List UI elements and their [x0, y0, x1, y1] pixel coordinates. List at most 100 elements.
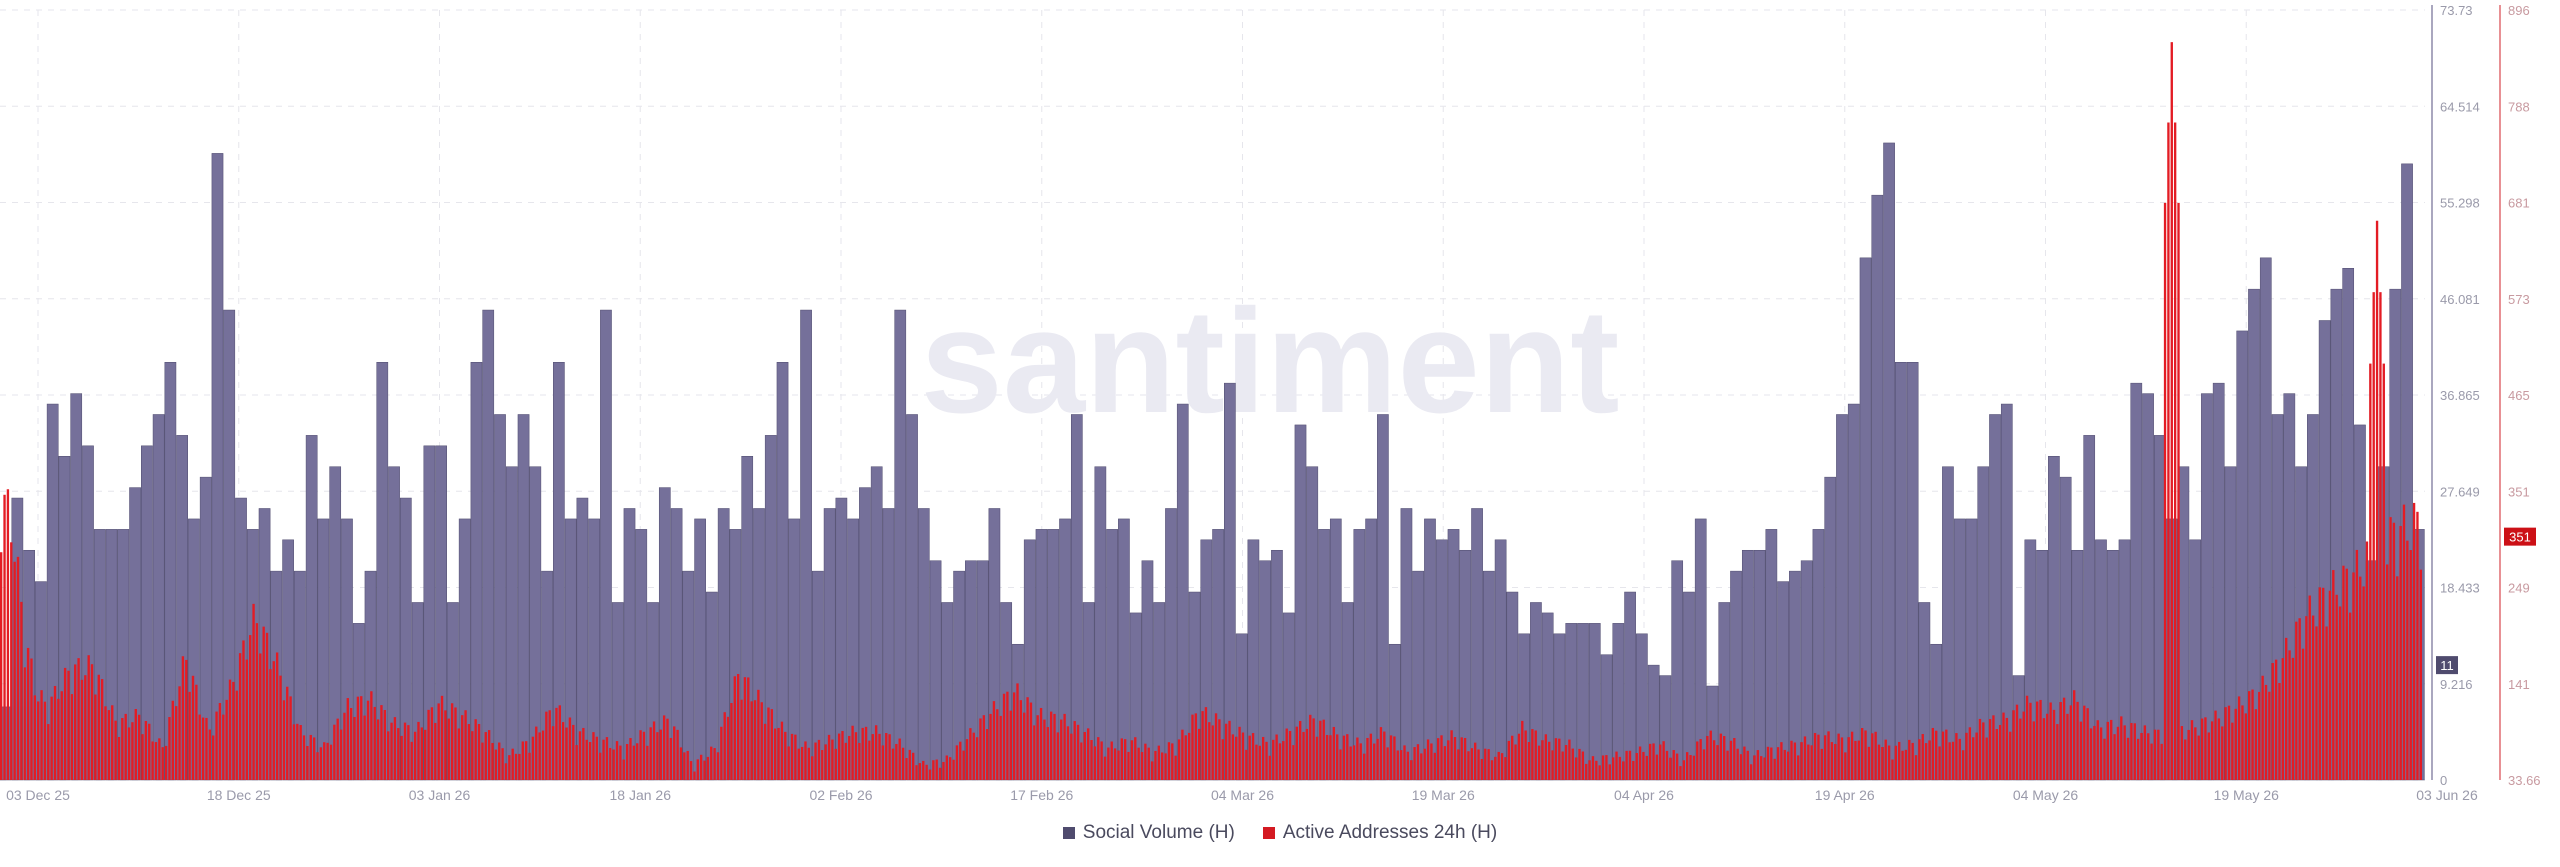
active-addresses-bar — [1161, 752, 1164, 780]
active-addresses-bar — [1218, 719, 1221, 780]
social-volume-bar — [2248, 288, 2260, 781]
active-addresses-bar — [609, 747, 612, 780]
active-addresses-bar — [2126, 737, 2130, 780]
active-addresses-bar — [774, 728, 777, 780]
active-addresses-bar — [1817, 734, 1820, 780]
social-volume-bar — [1118, 518, 1130, 781]
active-addresses-bar — [777, 727, 780, 780]
social-volume-bar — [941, 602, 954, 781]
active-addresses-bar — [1399, 750, 1403, 780]
active-addresses-bar — [2412, 502, 2416, 780]
x-tick-label: 18 Jan 26 — [610, 787, 672, 803]
active-addresses-bar — [1457, 749, 1460, 780]
active-addresses-bar — [831, 739, 834, 780]
social-volume-bar — [1895, 362, 1907, 781]
active-addresses-bar — [242, 640, 245, 780]
active-addresses-bar — [861, 727, 864, 780]
active-addresses-bar — [2359, 576, 2362, 780]
active-addresses-bar — [6, 489, 10, 780]
active-addresses-bar — [1403, 745, 1406, 780]
active-addresses-bar — [1527, 742, 1531, 780]
active-addresses-bar — [2402, 504, 2406, 780]
active-addresses-bar — [730, 703, 733, 780]
legend-item-social-volume[interactable]: Social Volume (H) — [1062, 822, 1235, 844]
active-addresses-bar — [420, 727, 424, 780]
active-addresses-bar — [1726, 750, 1729, 780]
active-addresses-bar — [965, 739, 969, 780]
active-addresses-bar — [908, 749, 911, 780]
active-addresses-bar — [1302, 731, 1305, 780]
active-addresses-bar — [2325, 626, 2328, 780]
active-addresses-bar — [1430, 743, 1433, 780]
active-addresses-bar — [743, 677, 747, 780]
active-addresses-bar — [575, 745, 578, 780]
active-addresses-bar — [1484, 748, 1487, 780]
active-addresses-bar — [1245, 749, 1248, 780]
active-addresses-bar — [124, 713, 127, 780]
active-addresses-bar — [1332, 726, 1336, 780]
active-addresses-bar — [986, 729, 989, 780]
social-volume-bar — [1800, 560, 1813, 781]
active-addresses-bar — [1292, 745, 1295, 780]
x-tick-label: 02 Feb 26 — [809, 787, 872, 803]
active-addresses-bar — [1770, 747, 1773, 780]
active-addresses-bar — [562, 722, 565, 780]
active-addresses-bar — [2399, 525, 2402, 780]
social-volume-bar — [1753, 549, 1766, 781]
active-addresses-bar — [440, 695, 444, 780]
active-addresses-bar — [1231, 734, 1235, 780]
active-addresses-bar — [2086, 708, 2089, 780]
active-addresses-bar — [716, 752, 720, 780]
active-addresses-bar — [1349, 746, 1352, 780]
social-volume-bar — [1671, 560, 1684, 781]
active-addresses-bar — [74, 664, 77, 780]
active-addresses-bar — [1228, 720, 1231, 780]
active-addresses-bar — [1521, 720, 1524, 780]
active-addresses-bar — [2133, 723, 2136, 780]
active-addresses-bar — [0, 552, 3, 780]
active-addresses-bar — [2083, 705, 2086, 780]
active-addresses-bar — [57, 698, 60, 780]
active-addresses-bar — [770, 709, 774, 780]
active-addresses-bar — [881, 745, 885, 780]
active-addresses-bar — [1867, 746, 1871, 780]
active-addresses-bar — [1797, 755, 1800, 780]
social-volume-bar — [2153, 435, 2166, 781]
active-addresses-bar — [1921, 734, 1924, 780]
active-addresses-bar — [2002, 712, 2005, 780]
social-volume-bar — [1683, 591, 1695, 781]
active-addresses-bar — [1261, 736, 1265, 780]
active-addresses-bar — [1992, 715, 1995, 780]
social-volume-bar — [2342, 268, 2355, 781]
active-addresses-bar — [376, 719, 380, 780]
active-addresses-bar — [60, 691, 63, 780]
y-right-tick-label: 351 — [2508, 484, 2530, 499]
social-volume-bar — [1447, 529, 1460, 781]
active-addresses-bar — [286, 686, 289, 780]
legend-item-active-addresses[interactable]: Active Addresses 24h (H) — [1262, 822, 1497, 844]
active-addresses-bar — [605, 737, 609, 780]
active-addresses-bar — [208, 729, 212, 780]
active-addresses-bar — [16, 556, 20, 780]
active-addresses-bar — [652, 721, 656, 780]
social-volume-bar — [1565, 623, 1578, 781]
active-addresses-bar — [1874, 731, 1877, 780]
active-addresses-bar — [1746, 750, 1749, 780]
active-addresses-bar — [1093, 746, 1097, 780]
active-addresses-bar — [800, 746, 804, 780]
active-addresses-bar — [1204, 707, 1208, 780]
active-addresses-bar — [911, 752, 915, 780]
active-addresses-bar — [164, 745, 168, 780]
active-addresses-bar — [2015, 704, 2019, 780]
active-addresses-bar — [1588, 760, 1591, 780]
active-addresses-bar — [501, 748, 504, 780]
active-addresses-bar — [952, 759, 955, 780]
active-addresses-bar — [1709, 730, 1712, 780]
active-addresses-bar — [767, 707, 770, 780]
active-addresses-bar — [430, 707, 434, 780]
active-addresses-bar — [2409, 550, 2412, 780]
active-addresses-bar — [794, 734, 797, 780]
social-volume-bar — [682, 570, 695, 781]
active-addresses-bar — [410, 741, 413, 780]
active-addresses-bar — [932, 760, 935, 780]
